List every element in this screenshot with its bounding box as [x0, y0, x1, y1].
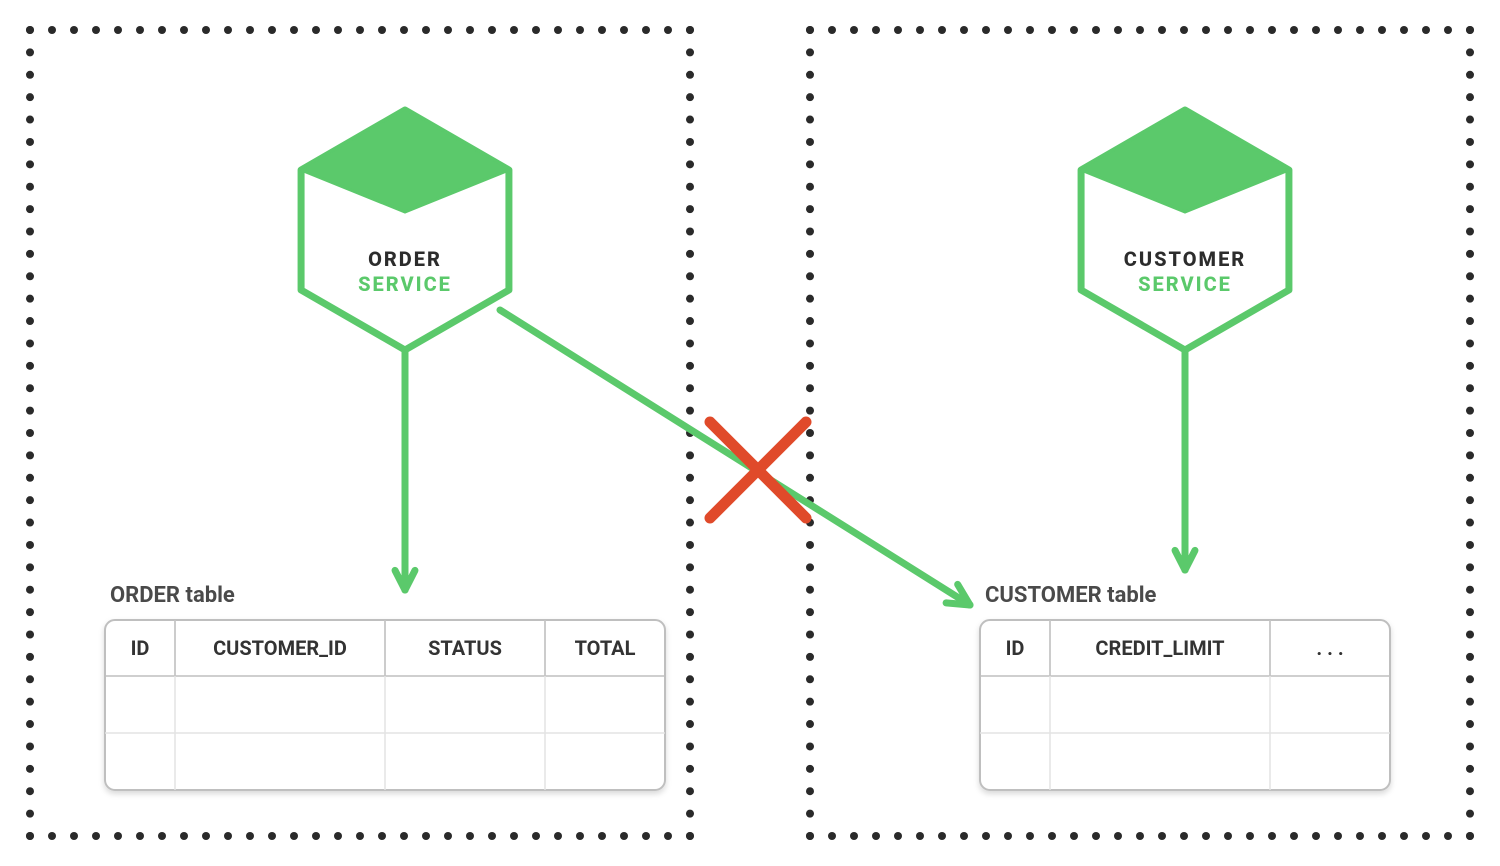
order-table-col-1: CUSTOMER_ID: [213, 636, 347, 660]
tables: ORDER table ID CUSTOMER_ID STATUS TOTAL CUSTO…: [105, 583, 1390, 790]
order-arrow-down: [395, 350, 415, 590]
customer-service-hex-label2: SERVICE: [1138, 272, 1232, 296]
service-hexes: ORDERSERVICECUSTOMERSERVICE: [301, 110, 1289, 350]
customer-table-col-1: CREDIT_LIMIT: [1095, 636, 1224, 660]
order-service-hex-label2: SERVICE: [358, 272, 452, 296]
order-table-title: ORDER table: [110, 583, 235, 608]
cross-service-arrow: [500, 310, 970, 605]
customer-service-hex-label1: CUSTOMER: [1124, 247, 1246, 271]
order-service-hex: ORDERSERVICE: [301, 110, 509, 350]
customer-table: CUSTOMER table ID CREDIT_LIMIT . . .: [980, 583, 1390, 790]
customer-arrow-down: [1175, 350, 1195, 570]
order-table-col-0: ID: [131, 636, 150, 660]
customer-table-title: CUSTOMER table: [985, 583, 1157, 608]
diagram-root: ORDERSERVICECUSTOMERSERVICE ORDER tableI…: [0, 0, 1500, 866]
customer-table-col-0: ID: [1006, 636, 1025, 660]
arrows: [395, 310, 1195, 605]
customer-table-col-2: . . .: [1316, 636, 1343, 660]
order-table-col-2: STATUS: [428, 636, 502, 660]
red-x-mark: [710, 422, 806, 518]
order-table-col-3: TOTAL: [575, 636, 636, 660]
order-service-hex-label1: ORDER: [368, 247, 442, 271]
customer-service-hex: CUSTOMERSERVICE: [1081, 110, 1289, 350]
order-table: ORDER table ID CUSTOMER_ID STATUS TOTAL: [105, 583, 665, 790]
